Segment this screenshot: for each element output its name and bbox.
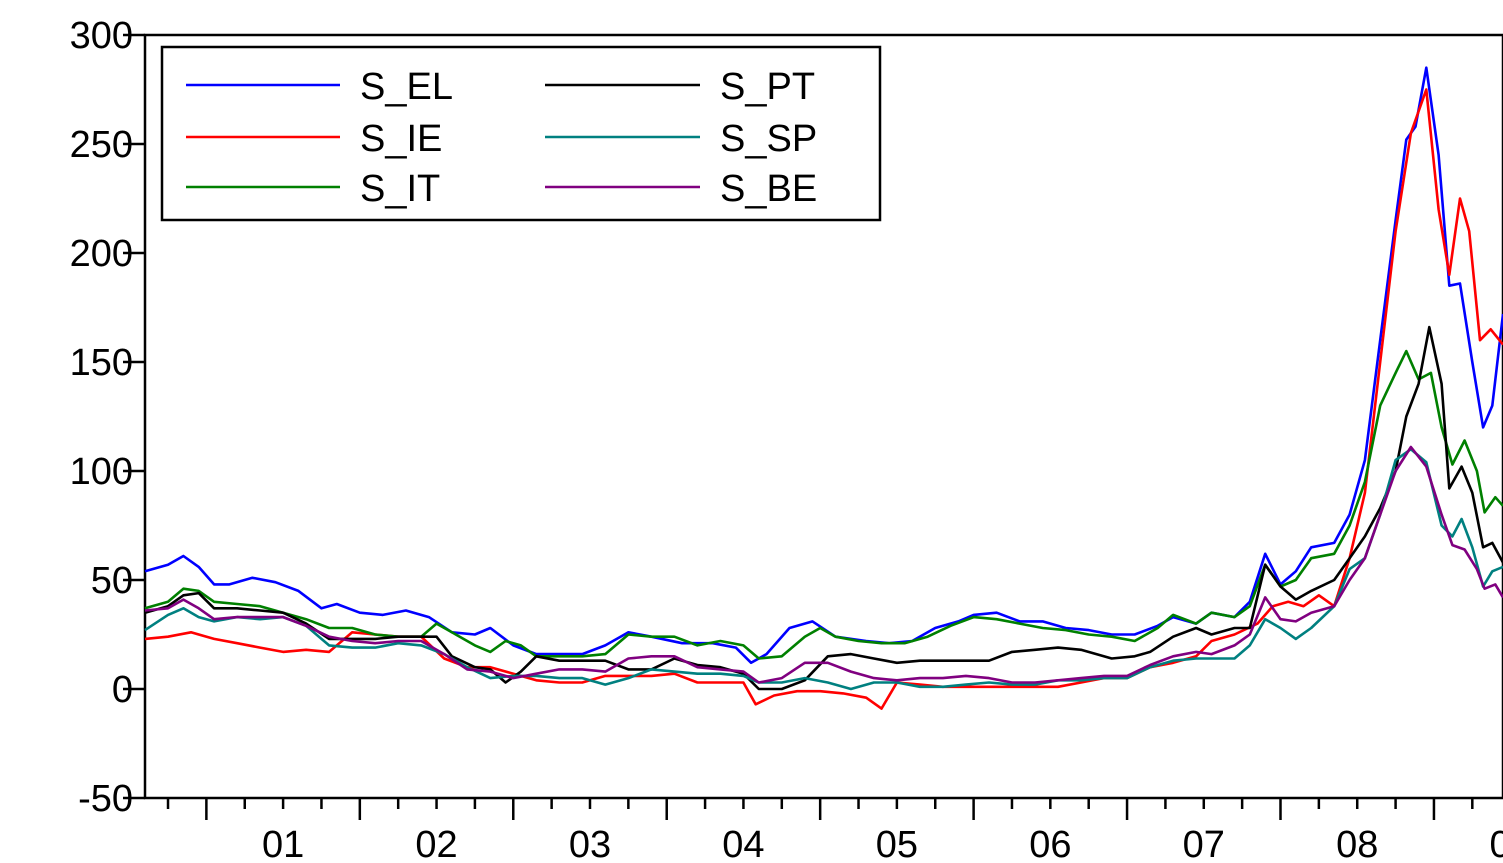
y-tick-label: 0	[112, 669, 133, 711]
series-line-s-it	[144, 349, 1503, 660]
legend-label: S_PT	[720, 66, 815, 108]
y-tick-label: 250	[70, 124, 133, 166]
y-tick-label: 300	[70, 15, 133, 57]
plot-frame	[143, 33, 1503, 800]
y-axis: -50 0 50 100 150 200 250 300	[70, 15, 145, 820]
x-tick-label: 09	[1490, 824, 1503, 863]
x-tick-label: 06	[1029, 824, 1071, 863]
series-layer	[144, 66, 1503, 710]
legend-box	[160, 45, 882, 222]
legend: S_EL S_IE S_IT S_PT S_SP S_BE	[160, 45, 882, 222]
x-axis: 01 02 03 04 05 06 07 08 09	[166, 798, 1503, 863]
series-line-s-be	[144, 445, 1503, 684]
y-tick-label: -50	[78, 778, 133, 820]
series-line-s-sp	[144, 447, 1503, 691]
x-tick-label: 01	[262, 824, 304, 863]
legend-label: S_SP	[720, 118, 817, 160]
y-tick-label: 200	[70, 233, 133, 275]
x-tick-label: 04	[722, 824, 764, 863]
x-tick-label: 03	[569, 824, 611, 863]
x-tick-label: 08	[1336, 824, 1378, 863]
legend-label: S_EL	[360, 66, 453, 108]
x-tick-label: 05	[876, 824, 918, 863]
x-tick-label: 07	[1183, 824, 1225, 863]
x-tick-label: 02	[415, 824, 457, 863]
legend-label: S_IT	[360, 168, 440, 210]
legend-label: S_IE	[360, 118, 442, 160]
y-tick-label: 100	[70, 451, 133, 493]
y-tick-label: 150	[70, 342, 133, 384]
y-tick-label: 50	[91, 560, 133, 602]
legend-label: S_BE	[720, 168, 817, 210]
series-line-s-pt	[144, 325, 1503, 691]
